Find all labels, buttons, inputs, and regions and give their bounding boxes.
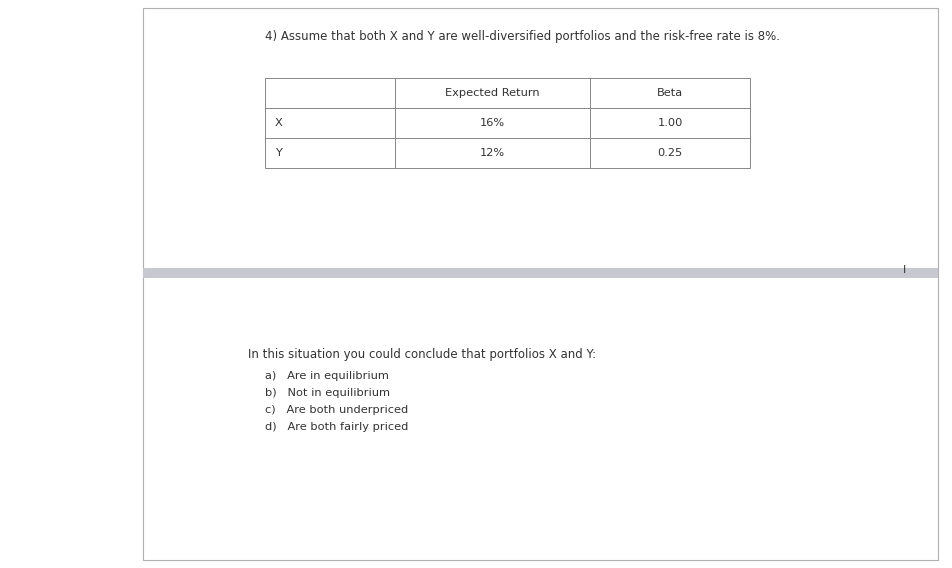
Bar	[265, 108, 394, 138]
Bar	[265, 138, 394, 168]
Text: d)   Are both fairly priced: d) Are both fairly priced	[265, 422, 408, 432]
Text: c)   Are both underpriced: c) Are both underpriced	[265, 405, 407, 415]
Text: 0.25: 0.25	[657, 148, 682, 158]
Text: 1.00: 1.00	[657, 118, 682, 128]
Bar	[394, 108, 589, 138]
Bar	[265, 78, 394, 108]
Text: X: X	[275, 118, 283, 128]
Text: a)   Are in equilibrium: a) Are in equilibrium	[265, 371, 388, 381]
Text: Expected Return: Expected Return	[445, 88, 539, 98]
Bar	[394, 78, 589, 108]
Text: 12%: 12%	[480, 148, 505, 158]
Bar	[143, 268, 937, 278]
Text: 4) Assume that both X and Y are well-diversified portfolios and the risk-free ra: 4) Assume that both X and Y are well-div…	[265, 30, 779, 43]
Text: In this situation you could conclude that portfolios X and Y:: In this situation you could conclude tha…	[248, 348, 596, 361]
Text: 16%: 16%	[480, 118, 505, 128]
Text: I: I	[902, 265, 905, 275]
Bar	[589, 108, 749, 138]
Bar	[589, 138, 749, 168]
Text: Beta: Beta	[656, 88, 683, 98]
Bar	[394, 138, 589, 168]
Bar	[143, 8, 937, 560]
Bar	[589, 78, 749, 108]
Text: b)   Not in equilibrium: b) Not in equilibrium	[265, 388, 389, 398]
Text: Y: Y	[275, 148, 282, 158]
